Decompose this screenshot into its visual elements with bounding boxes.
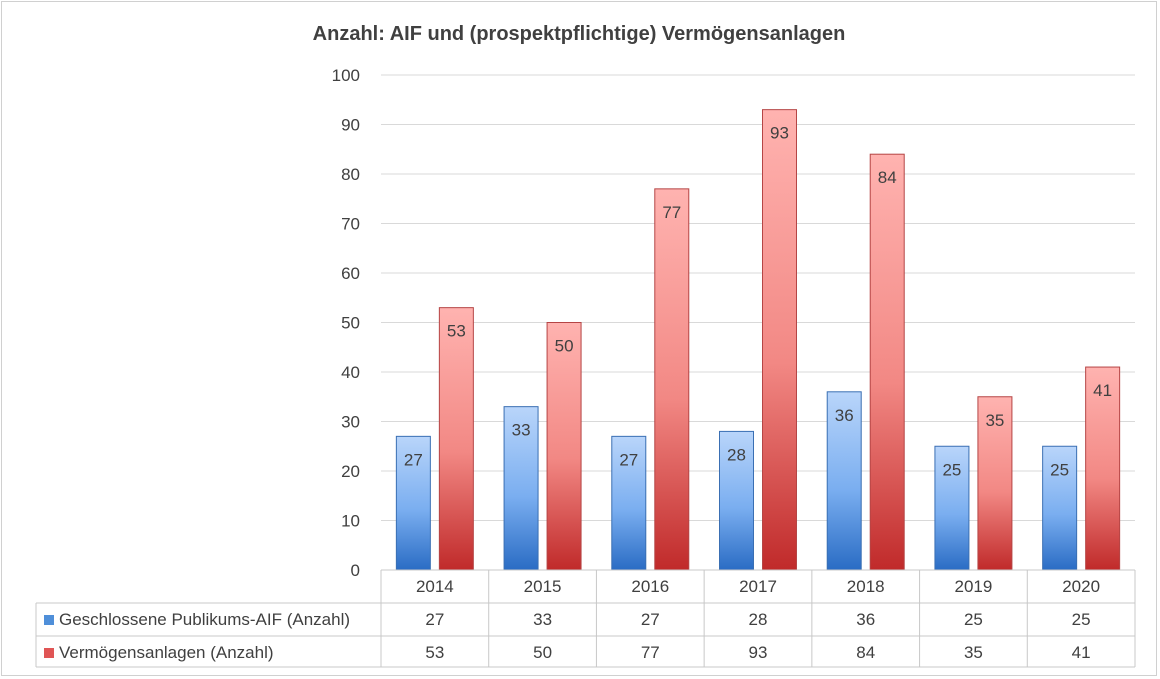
- table-cell: 28: [749, 610, 768, 629]
- x-tick-label: 2019: [955, 577, 993, 596]
- bar: [719, 430, 754, 571]
- y-tick-label: 90: [341, 116, 360, 135]
- y-tick-label: 60: [341, 264, 360, 283]
- x-tick-label: 2018: [847, 577, 885, 596]
- bar: [503, 406, 539, 571]
- bar: [438, 307, 474, 571]
- data-label: 33: [512, 421, 531, 440]
- table-cell: 27: [641, 610, 660, 629]
- bar: [654, 188, 690, 571]
- data-label: 27: [619, 450, 638, 469]
- x-tick-label: 2017: [739, 577, 777, 596]
- data-label: 41: [1093, 381, 1112, 400]
- bar: [977, 396, 1013, 571]
- bar: [869, 153, 905, 571]
- y-tick-label: 100: [332, 66, 360, 85]
- table-cell: 36: [856, 610, 875, 629]
- table-cell: 84: [856, 643, 875, 662]
- table-cell: 41: [1072, 643, 1091, 662]
- table-cell: 53: [425, 643, 444, 662]
- bar: [762, 109, 797, 571]
- data-label: 93: [770, 124, 789, 143]
- bar: [611, 435, 647, 571]
- x-tick-label: 2014: [416, 577, 454, 596]
- y-tick-label: 0: [351, 561, 360, 580]
- data-label: 35: [985, 411, 1004, 430]
- data-table: 2014 2015 2016 2017 2018 2019 2020 Geschlossene…: [35, 569, 1136, 668]
- y-tick-label: 50: [341, 314, 360, 333]
- x-tick-label: 2016: [631, 577, 669, 596]
- bar: [1085, 366, 1121, 571]
- table-cell: 93: [749, 643, 768, 662]
- table-cell: 50: [533, 643, 552, 662]
- data-label: 27: [404, 450, 423, 469]
- y-tick-label: 10: [341, 512, 360, 531]
- table-cell: 25: [1072, 610, 1091, 629]
- x-tick-label: 2020: [1062, 577, 1100, 596]
- data-label: 53: [447, 322, 466, 341]
- data-label: 36: [835, 406, 854, 425]
- y-tick-label: 70: [341, 215, 360, 234]
- y-axis-ticks: 0 10 20 30 40 50 60 70 80 90 100: [332, 66, 360, 580]
- chart-title: Anzahl: AIF und (prospektpflichtige) Ver…: [313, 23, 846, 45]
- bar: [395, 435, 431, 571]
- x-tick-label: 2015: [524, 577, 562, 596]
- table-cell: 25: [964, 610, 983, 629]
- bar: [546, 322, 582, 571]
- data-label: 25: [1050, 460, 1069, 479]
- data-labels: 27 53 33 50 27 77 28 93 36 84 25 35 25 41: [404, 124, 1112, 480]
- y-tick-label: 40: [341, 363, 360, 382]
- table-cell: 35: [964, 643, 983, 662]
- data-label: 84: [878, 168, 897, 187]
- table-cell: 33: [533, 610, 552, 629]
- legend-label: Vermögensanlagen (Anzahl): [59, 643, 274, 662]
- legend-swatch: [44, 615, 54, 625]
- gridlines: [381, 74, 1135, 521]
- data-label: 77: [662, 203, 681, 222]
- data-label: 50: [555, 337, 574, 356]
- y-tick-label: 30: [341, 413, 360, 432]
- data-label: 25: [942, 460, 961, 479]
- bar: [826, 391, 862, 571]
- y-tick-label: 80: [341, 165, 360, 184]
- y-tick-label: 20: [341, 462, 360, 481]
- table-cell: 27: [425, 610, 444, 629]
- table-cell: 77: [641, 643, 660, 662]
- bars: [395, 109, 1121, 571]
- legend-swatch: [44, 648, 54, 658]
- legend-label: Geschlossene Publikums-AIF (Anzahl): [59, 610, 350, 629]
- bar: [934, 445, 970, 571]
- data-label: 28: [727, 445, 746, 464]
